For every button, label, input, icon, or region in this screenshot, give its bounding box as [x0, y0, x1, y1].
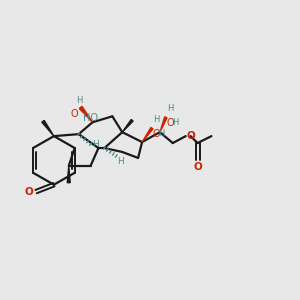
Text: O: O — [187, 131, 195, 141]
Text: O: O — [167, 118, 175, 128]
Text: HO: HO — [82, 113, 98, 123]
Text: H: H — [172, 118, 178, 127]
Text: O: O — [153, 129, 160, 139]
Polygon shape — [67, 166, 70, 183]
Text: H: H — [92, 140, 99, 148]
Text: H: H — [158, 129, 164, 138]
Polygon shape — [142, 128, 153, 142]
Text: H: H — [167, 104, 173, 113]
Text: O: O — [24, 187, 33, 196]
Text: O: O — [193, 162, 202, 172]
Polygon shape — [122, 119, 133, 132]
Text: H: H — [153, 115, 159, 124]
Polygon shape — [79, 106, 92, 122]
Polygon shape — [160, 117, 167, 132]
Text: O: O — [70, 110, 78, 119]
Polygon shape — [42, 120, 54, 136]
Text: H: H — [76, 96, 83, 105]
Text: H: H — [117, 157, 124, 166]
